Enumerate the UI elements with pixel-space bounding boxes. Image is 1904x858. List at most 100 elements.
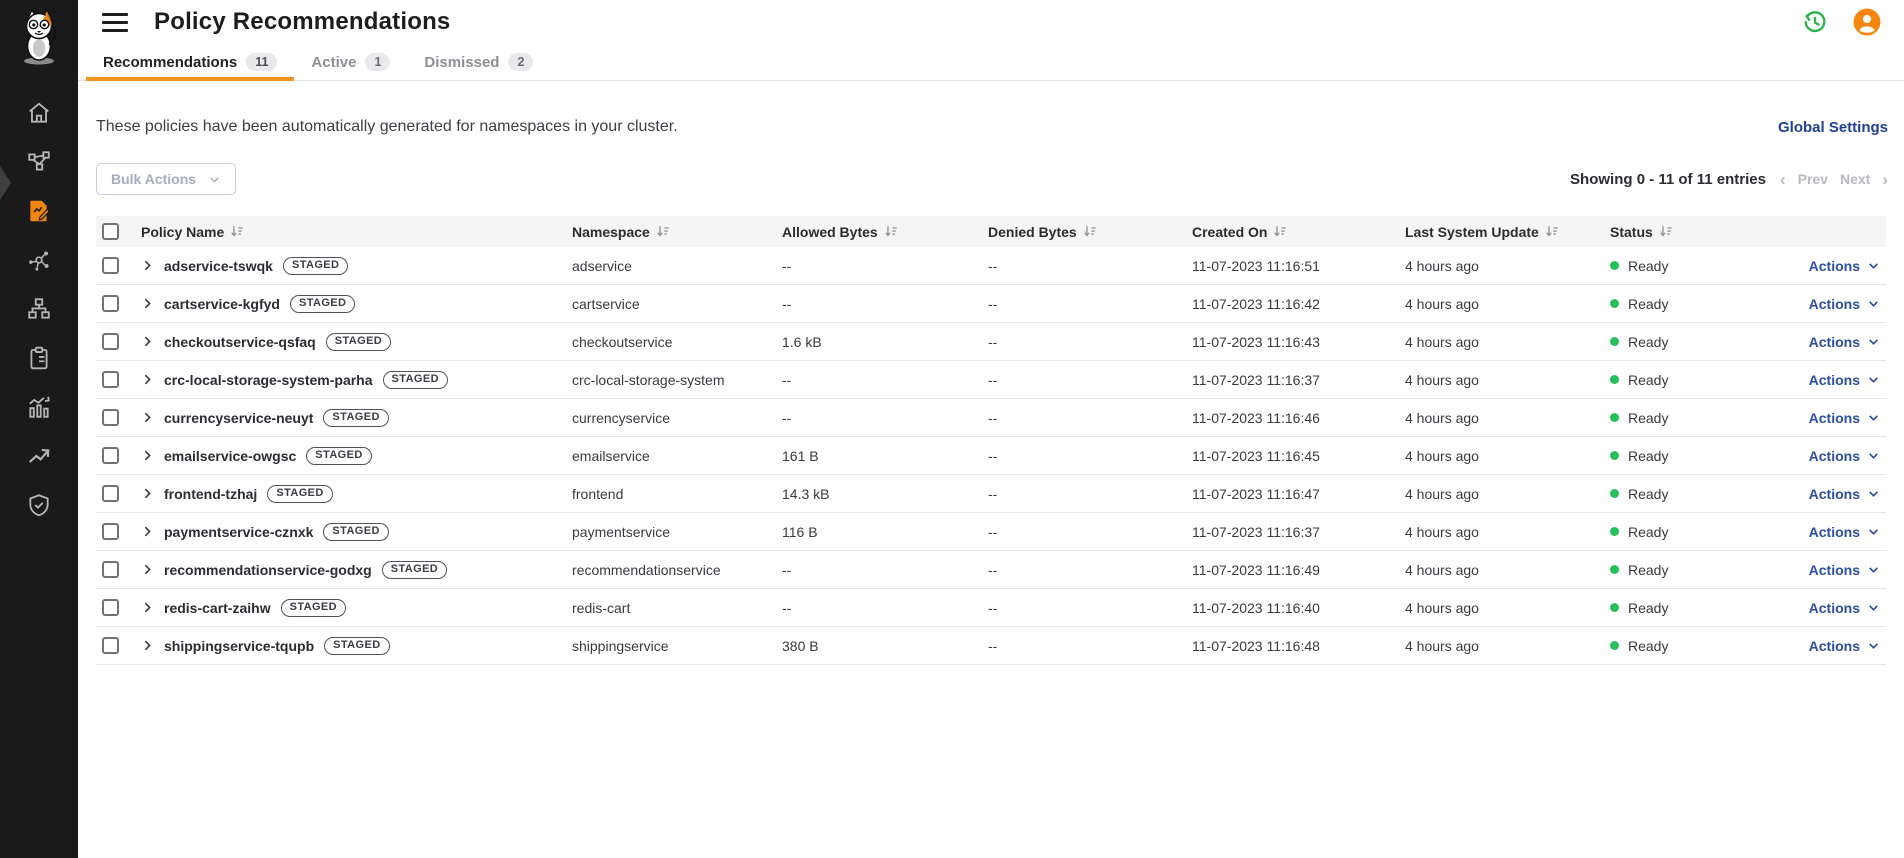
row-checkbox[interactable] (102, 523, 119, 540)
bulk-actions-button[interactable]: Bulk Actions (96, 163, 237, 195)
sidebar-item-security[interactable] (25, 491, 53, 519)
expand-row-button[interactable] (141, 373, 154, 386)
sidebar-item-trends[interactable] (25, 442, 53, 470)
row-checkbox[interactable] (102, 637, 119, 654)
chevron-down-icon (1869, 643, 1878, 649)
sidebar-item-analytics[interactable] (25, 393, 53, 421)
expand-row-button[interactable] (141, 259, 154, 272)
expand-row-button[interactable] (141, 411, 154, 424)
expand-row-button[interactable] (141, 525, 154, 538)
row-actions-button[interactable]: Actions (1809, 448, 1880, 464)
row-actions-button[interactable]: Actions (1809, 372, 1880, 388)
policy-name: recommendationservice-godxg (164, 561, 372, 578)
expand-row-button[interactable] (141, 639, 154, 652)
column-header-policy-name[interactable]: Policy Name (141, 224, 572, 240)
sidebar-item-network[interactable] (25, 295, 53, 323)
staged-badge: STAGED (289, 294, 356, 313)
staged-badge: STAGED (323, 408, 389, 427)
row-checkbox[interactable] (102, 599, 119, 616)
namespace-cell: crc-local-storage-system (572, 371, 725, 388)
status-label: Ready (1628, 523, 1669, 540)
sidebar-item-audit[interactable] (25, 344, 53, 372)
expand-row-button[interactable] (141, 601, 154, 614)
row-checkbox[interactable] (102, 295, 119, 312)
chevron-right-icon (144, 412, 151, 423)
policy-name: currencyservice-neuyt (164, 409, 314, 426)
row-checkbox[interactable] (102, 333, 119, 350)
row-checkbox[interactable] (102, 409, 119, 426)
policy-name: emailservice-owgsc (164, 447, 297, 464)
chevron-down-icon (1869, 301, 1878, 307)
chevron-down-icon (1869, 339, 1878, 345)
row-actions-button[interactable]: Actions (1809, 258, 1880, 274)
row-actions-button[interactable]: Actions (1809, 410, 1880, 426)
table-row: adservice-tswqk STAGED adservice -- -- 1… (96, 247, 1886, 285)
column-header-status[interactable]: Status (1610, 224, 1760, 240)
row-actions-button[interactable]: Actions (1809, 638, 1880, 654)
chevron-down-icon (1869, 491, 1878, 497)
app-logo[interactable] (16, 0, 62, 85)
allowed-bytes-cell: -- (782, 371, 792, 388)
expand-row-button[interactable] (141, 563, 154, 576)
denied-bytes-cell: -- (988, 599, 998, 616)
row-checkbox[interactable] (102, 561, 119, 578)
expand-row-button[interactable] (141, 487, 154, 500)
row-actions-button[interactable]: Actions (1809, 296, 1880, 312)
chevron-down-icon (1869, 263, 1878, 269)
tabs-bar: Recommendations 11 Active 1 Dismissed 2 (78, 44, 1904, 81)
page-title: Policy Recommendations (154, 8, 451, 35)
column-header-allowed-bytes[interactable]: Allowed Bytes (782, 224, 988, 240)
sidebar-item-graph[interactable] (25, 246, 53, 274)
chevron-right-icon (144, 336, 151, 347)
column-header-last-system-update[interactable]: Last System Update (1405, 224, 1610, 240)
status-ready-dot (1610, 565, 1619, 574)
row-actions-button[interactable]: Actions (1809, 562, 1880, 578)
sidebar-item-home[interactable] (25, 99, 53, 127)
menu-toggle-button[interactable] (102, 9, 128, 35)
expand-row-button[interactable] (141, 449, 154, 462)
active-nav-notch (0, 166, 11, 200)
main-area: Policy Recommendations Recommendations (78, 0, 1904, 858)
row-checkbox[interactable] (102, 447, 119, 464)
expand-row-button[interactable] (141, 297, 154, 310)
history-button[interactable] (1800, 7, 1830, 37)
row-checkbox[interactable] (102, 485, 119, 502)
status-label: Ready (1628, 637, 1669, 654)
sort-icon (1083, 226, 1096, 237)
sidebar-item-policies-active[interactable] (25, 197, 53, 225)
created-on-cell: 11-07-2023 11:16:42 (1192, 295, 1320, 312)
chevron-right-icon (144, 450, 151, 461)
select-all-checkbox[interactable] (102, 223, 119, 240)
tab-dismissed[interactable]: Dismissed 2 (407, 44, 550, 80)
next-page-link[interactable]: Next (1839, 171, 1871, 187)
column-header-created-on[interactable]: Created On (1192, 224, 1405, 240)
row-actions-button[interactable]: Actions (1809, 524, 1880, 540)
staged-badge: STAGED (267, 484, 333, 503)
prev-page-chevron-icon[interactable]: ‹ (1779, 169, 1786, 189)
next-page-chevron-icon[interactable]: › (1882, 169, 1888, 189)
row-actions-button[interactable]: Actions (1809, 334, 1880, 350)
status-ready-dot (1610, 413, 1619, 422)
chevron-down-icon (1869, 415, 1878, 421)
policy-name: shippingservice-tqupb (164, 637, 315, 654)
column-header-namespace[interactable]: Namespace (572, 224, 782, 240)
status-cell: Ready (1610, 410, 1760, 426)
denied-bytes-cell: -- (988, 561, 998, 578)
column-header-denied-bytes[interactable]: Denied Bytes (988, 224, 1192, 240)
global-settings-link[interactable]: Global Settings (1777, 118, 1888, 136)
row-checkbox[interactable] (102, 371, 119, 388)
allowed-bytes-cell: 116 B (782, 523, 818, 540)
row-actions-button[interactable]: Actions (1809, 600, 1880, 616)
actions-label: Actions (1808, 371, 1860, 388)
pagination-summary: Showing 0 - 11 of 11 entries (1570, 170, 1766, 188)
row-actions-button[interactable]: Actions (1809, 486, 1880, 502)
user-menu-button[interactable] (1852, 7, 1882, 37)
row-checkbox[interactable] (102, 257, 119, 274)
tab-active[interactable]: Active 1 (294, 44, 407, 80)
expand-row-button[interactable] (141, 335, 154, 348)
tab-recommendations[interactable]: Recommendations 11 (86, 44, 295, 81)
sidebar-item-topology[interactable] (25, 148, 53, 176)
prev-page-link[interactable]: Prev (1797, 171, 1828, 187)
chevron-down-icon (1869, 529, 1878, 535)
policy-name: crc-local-storage-system-parha (164, 371, 373, 388)
